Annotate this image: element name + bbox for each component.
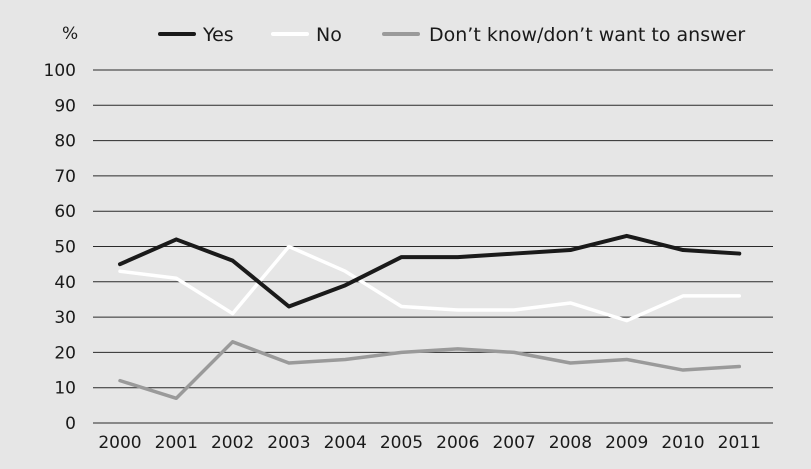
legend-label-no: No — [316, 24, 342, 46]
y-tick-label-50: 50 — [54, 238, 76, 258]
x-tick-label-2009: 2009 — [605, 433, 648, 453]
legend-label-yes: Yes — [202, 24, 234, 46]
y-tick-label-90: 90 — [54, 96, 76, 116]
y-tick-label-30: 30 — [54, 308, 76, 328]
series-line-no — [118, 244, 742, 323]
x-tick-label-2000: 2000 — [98, 433, 141, 453]
y-tick-label-40: 40 — [54, 273, 76, 293]
x-tick-label-2003: 2003 — [267, 433, 310, 453]
x-tick-label-2004: 2004 — [324, 433, 367, 453]
y-tick-label-80: 80 — [54, 132, 76, 152]
y-tick-label-60: 60 — [54, 202, 76, 222]
x-tick-label-2001: 2001 — [155, 433, 198, 453]
y-tick-label-0: 0 — [65, 414, 76, 434]
x-tick-label-2005: 2005 — [380, 433, 423, 453]
x-axis-ticks: 2000 2001 2002 2003 2004 2005 2006 2007 2008 2009… — [98, 433, 761, 453]
y-tick-label-10: 10 — [54, 379, 76, 399]
x-tick-label-2002: 2002 — [211, 433, 254, 453]
series-lines — [118, 233, 742, 401]
y-axis-unit-label: % — [62, 24, 78, 44]
y-tick-label-70: 70 — [54, 167, 76, 187]
x-tick-label-2007: 2007 — [492, 433, 535, 453]
x-tick-label-2011: 2011 — [718, 433, 761, 453]
x-tick-label-2008: 2008 — [549, 433, 592, 453]
legend-label-dont-know: Don’t know/don’t want to answer — [429, 24, 745, 46]
legend: Yes No Don’t know/don’t want to answer — [158, 24, 745, 46]
y-tick-label-100: 100 — [44, 61, 76, 81]
x-tick-label-2010: 2010 — [661, 433, 704, 453]
series-line-yes — [118, 233, 742, 309]
x-tick-label-2006: 2006 — [436, 433, 479, 453]
series-line-dont-know — [118, 340, 742, 401]
y-tick-label-20: 20 — [54, 343, 76, 363]
y-axis-ticks: 0 10 20 30 40 50 60 70 80 90 100 — [44, 61, 76, 434]
grid-lines — [93, 69, 773, 424]
